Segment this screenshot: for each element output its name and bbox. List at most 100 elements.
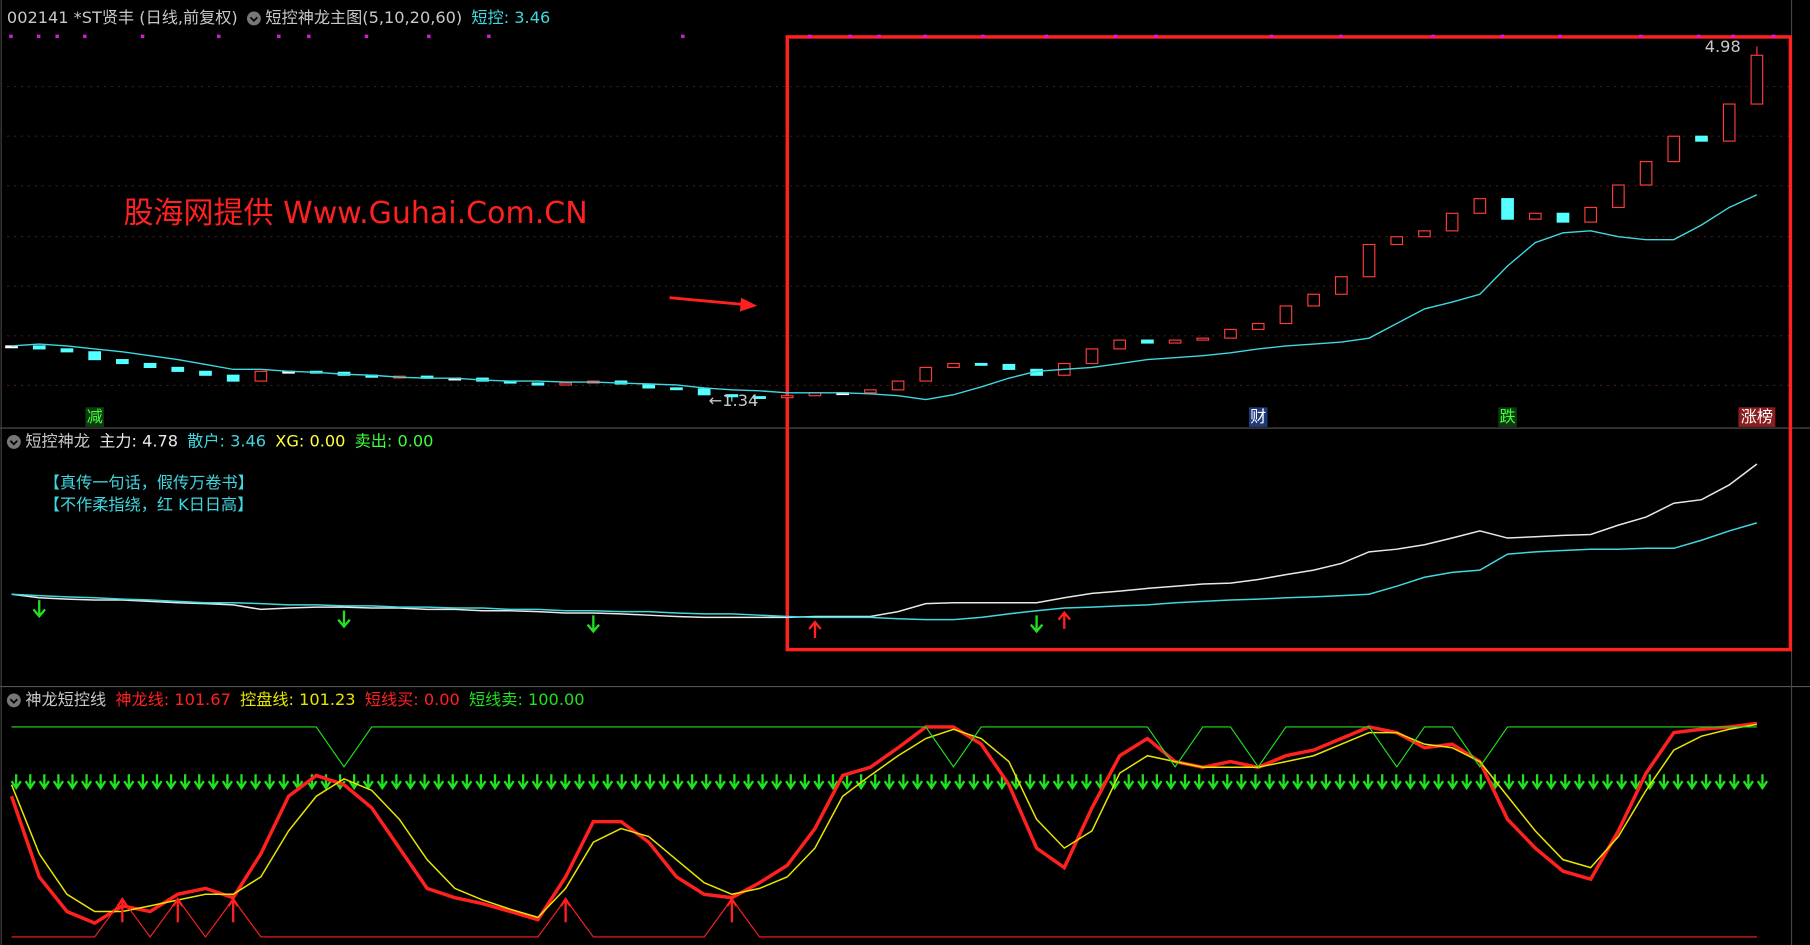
arrow-row [1207,774,1219,791]
arrow-row [1123,774,1135,791]
arrow-row [1559,774,1571,791]
candle [88,351,102,361]
buy-signal [808,620,822,639]
header-text: 神龙线: 101.67 [115,690,230,709]
arrow-row [1320,774,1332,791]
arrow-row [1249,774,1262,791]
header-icon [9,440,18,446]
header-text: 002141 *ST贤丰 (日线,前复权) [7,8,238,27]
header-icon [9,698,18,704]
candle [1002,363,1016,370]
arrow-row [1165,774,1177,791]
low-label: ←1.34 [709,391,758,410]
signal-dot [36,34,41,39]
arrow-row [264,774,276,791]
arrow-row [404,774,417,791]
header-text: 主力: 4.78 [99,431,178,450]
sell-arrow [586,615,600,634]
series-line [11,463,1758,619]
arrow-row [1292,774,1304,791]
signal-dot [307,34,311,39]
signal-dot [9,34,13,39]
grid [0,85,1792,386]
arrow-row [151,774,163,791]
signal-dot [1696,34,1701,39]
arrow-row [1432,774,1445,791]
buy-arrow [560,897,572,923]
arrow-row [1714,774,1726,791]
header-text: 短控: 3.46 [471,8,550,27]
arrow-row [1545,774,1557,791]
candle [32,345,46,350]
candle [1722,103,1736,142]
candle [143,362,157,368]
candle [1695,135,1708,142]
marker-bg [1248,407,1268,427]
arrow-row [587,774,600,791]
header-icon [246,11,261,26]
signal-dot [140,34,145,39]
arrow-row [137,774,149,791]
arrow-row [545,774,557,791]
signal-dot [1639,34,1643,39]
arrow-row [841,774,853,791]
arrow-row [1447,774,1459,791]
candle [864,389,877,394]
candle [1196,337,1210,341]
arrow-row [418,774,431,791]
arrow-row [700,774,712,791]
arrow-row [433,774,445,791]
buy-arrow [116,897,128,923]
arrow-row [531,774,543,791]
arrow-row [1475,774,1487,791]
candle [1224,328,1237,339]
arrow-row [1278,774,1290,791]
arrow-row [80,774,93,791]
arrow-row [616,774,628,791]
arrow-row [1362,774,1374,791]
arrow-row [756,774,769,791]
arrow-row [658,774,670,791]
candle [1584,206,1598,223]
arrow-row [38,774,50,791]
arrow-row [1052,774,1064,791]
arrow-row [1503,774,1515,791]
candle [1556,212,1570,223]
arrow-row [24,774,36,791]
header-icon [6,693,21,708]
arrow-row [827,774,839,791]
arrow-row [165,774,177,791]
arrow-row [1573,774,1585,791]
arrow-row [771,774,783,791]
candle [1251,322,1265,330]
marker-bg [1738,407,1776,427]
arrow-row [1080,774,1093,791]
candle [1168,339,1182,344]
arrow-row [1348,774,1360,791]
arrow-row [672,774,684,791]
arrow-row [95,774,107,791]
candle [753,396,766,399]
marker: 涨榜 [1741,407,1773,426]
signal-dot [1339,34,1343,39]
arrow-row [925,774,938,791]
candle [1141,339,1154,344]
pointer-arrow-head [739,297,758,312]
arrow-row [1221,774,1233,791]
candle [670,387,683,391]
candle [116,359,129,365]
arrow-row [1658,774,1670,791]
candle [1085,348,1099,365]
arrow-row [221,774,233,791]
arrow-row [1390,774,1402,791]
arrow-row [954,774,966,791]
header-text: 短控神龙主图(5,10,20,60) [265,8,462,27]
arrow-row [1334,774,1346,791]
buy-arrow [227,897,239,923]
arrow-row [1151,774,1163,791]
arrow-row [573,774,586,791]
candle [947,362,960,368]
arrow-row [855,774,867,791]
